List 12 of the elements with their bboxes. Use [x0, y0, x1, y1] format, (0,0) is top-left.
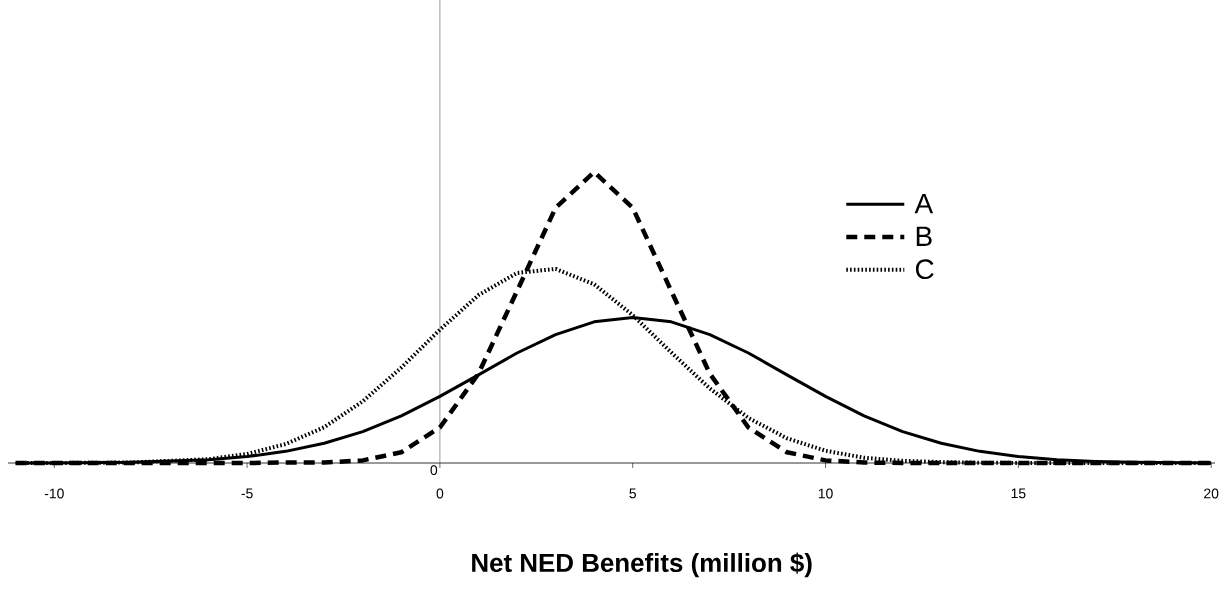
legend-label: A [914, 194, 934, 214]
x-tick-label: -5 [241, 488, 253, 499]
x-tick-label: 15 [1011, 488, 1026, 499]
x-tick-label: 10 [818, 488, 833, 499]
legend-label: C [915, 259, 934, 280]
text: 0 [430, 465, 438, 476]
legend-label: B [916, 226, 932, 246]
x-tick-label: -10 [44, 488, 64, 499]
x-tick-label: 20 [1204, 488, 1219, 499]
x-axis-title: Net NED Benefits (million $) [472, 552, 812, 578]
x-tick-label: 5 [629, 488, 637, 499]
x-tick-label: 0 [436, 488, 444, 499]
